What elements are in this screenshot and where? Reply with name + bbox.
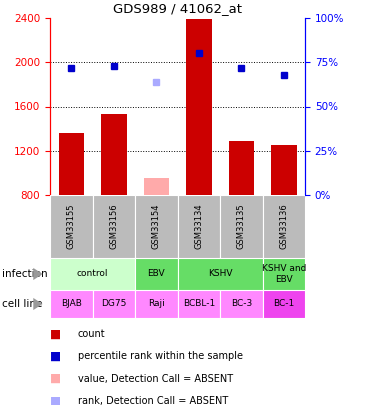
- Bar: [271, 145, 296, 195]
- Text: EBV: EBV: [147, 269, 165, 279]
- Text: count: count: [78, 329, 105, 339]
- Bar: [135, 290, 177, 318]
- Text: KSHV and
EBV: KSHV and EBV: [262, 264, 306, 284]
- Text: KSHV: KSHV: [208, 269, 232, 279]
- Text: BC-3: BC-3: [231, 300, 252, 309]
- Text: DG75: DG75: [101, 300, 127, 309]
- Text: value, Detection Call = ABSENT: value, Detection Call = ABSENT: [78, 374, 233, 384]
- Bar: [135, 258, 177, 290]
- Bar: [177, 258, 263, 290]
- Text: GSM33136: GSM33136: [279, 204, 288, 249]
- Bar: [177, 290, 220, 318]
- Text: Raji: Raji: [148, 300, 165, 309]
- Bar: [263, 195, 305, 258]
- Text: GSM33156: GSM33156: [109, 204, 118, 249]
- Bar: [135, 195, 177, 258]
- Text: BCBL-1: BCBL-1: [183, 300, 215, 309]
- Text: control: control: [77, 269, 108, 279]
- Text: BJAB: BJAB: [61, 300, 82, 309]
- Bar: [59, 133, 84, 195]
- Bar: [92, 290, 135, 318]
- Bar: [101, 114, 127, 195]
- Bar: [50, 290, 92, 318]
- Bar: [220, 290, 263, 318]
- Text: GSM33134: GSM33134: [194, 204, 203, 249]
- Text: ■: ■: [50, 394, 61, 405]
- Text: GSM33155: GSM33155: [67, 204, 76, 249]
- Bar: [263, 258, 305, 290]
- Text: GSM33135: GSM33135: [237, 204, 246, 249]
- Bar: [263, 290, 305, 318]
- Title: GDS989 / 41062_at: GDS989 / 41062_at: [113, 2, 242, 15]
- Text: ■: ■: [50, 328, 61, 341]
- Text: BC-1: BC-1: [273, 300, 294, 309]
- Text: percentile rank within the sample: percentile rank within the sample: [78, 352, 243, 362]
- Bar: [50, 195, 92, 258]
- Bar: [177, 195, 220, 258]
- Bar: [186, 19, 211, 195]
- Text: ■: ■: [50, 372, 61, 385]
- Bar: [144, 179, 169, 195]
- Text: rank, Detection Call = ABSENT: rank, Detection Call = ABSENT: [78, 396, 228, 405]
- Text: cell line: cell line: [2, 299, 42, 309]
- Text: infection: infection: [2, 269, 47, 279]
- Bar: [50, 258, 135, 290]
- Bar: [92, 195, 135, 258]
- Text: ■: ■: [50, 350, 61, 363]
- Bar: [229, 141, 254, 195]
- Bar: [220, 195, 263, 258]
- Text: GSM33154: GSM33154: [152, 204, 161, 249]
